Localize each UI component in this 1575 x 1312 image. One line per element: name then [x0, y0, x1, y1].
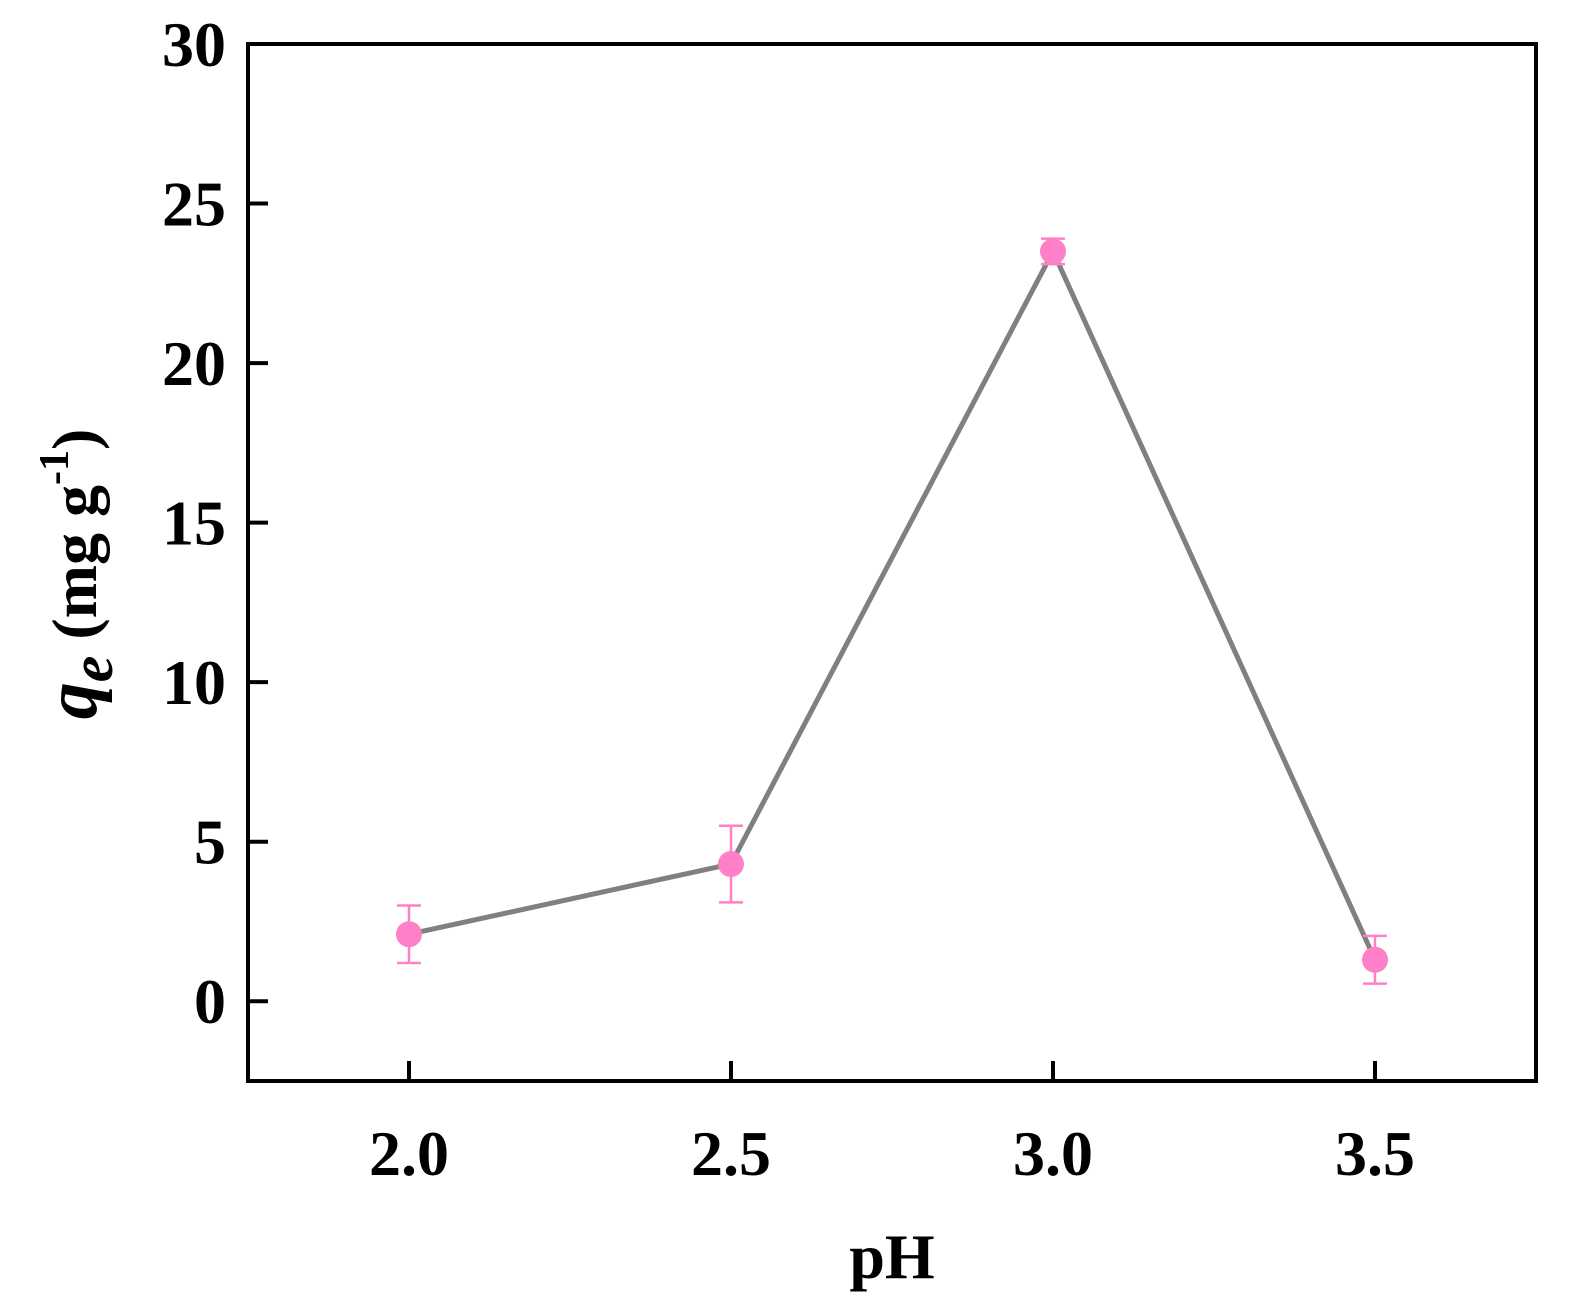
plot-frame — [246, 42, 1538, 1083]
data-point — [396, 921, 422, 948]
data-point — [1040, 238, 1066, 265]
x-axis-title: pH — [849, 1221, 934, 1292]
y-tick-label: 5 — [194, 807, 226, 878]
y-tick-label: 30 — [162, 9, 226, 80]
series-layer — [396, 237, 1388, 985]
x-tick-label: 3.5 — [1335, 1118, 1415, 1189]
series-line — [408, 245, 1378, 961]
y-axis-title: qe (mg g-1) — [31, 429, 125, 720]
y-tick-label: 0 — [194, 966, 226, 1037]
y-axis-symbol: q — [31, 682, 113, 719]
y-tick-label: 15 — [162, 488, 226, 559]
data-point — [718, 851, 744, 878]
x-tick-label: 3.0 — [1013, 1118, 1093, 1189]
y-axis-units-close: ) — [39, 429, 110, 450]
y-tick-label: 20 — [162, 328, 226, 399]
y-axis-units-superscript: -1 — [32, 450, 78, 485]
y-tick-label: 10 — [162, 647, 226, 718]
data-point — [1362, 946, 1388, 973]
y-tick-label: 25 — [162, 169, 226, 240]
x-tick-label: 2.5 — [691, 1118, 771, 1189]
ticks-layer: 0 5 10 15 20 25 30 2.0 2.5 3.0 3.5 — [162, 9, 1415, 1189]
y-axis-units: (mg g — [39, 485, 110, 656]
y-axis-subscript: e — [59, 656, 125, 683]
x-tick-label: 2.0 — [369, 1118, 449, 1189]
